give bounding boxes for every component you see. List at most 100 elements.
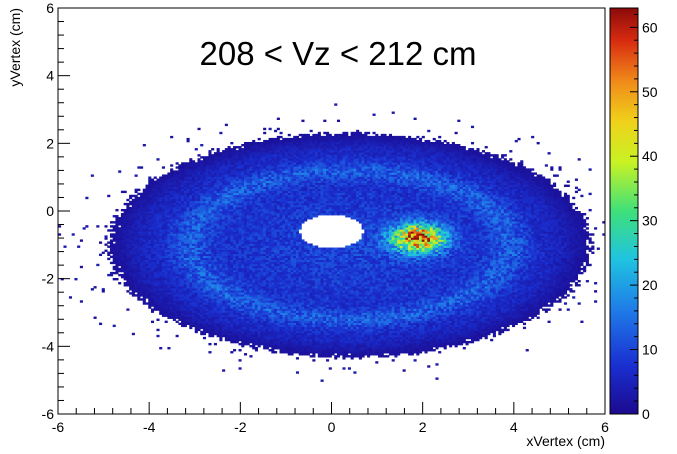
heatmap-cell — [233, 160, 237, 163]
heatmap-cell — [254, 204, 258, 208]
heatmap-cell — [268, 172, 272, 175]
heatmap-cell — [224, 150, 228, 153]
heatmap-cell — [219, 221, 223, 224]
heatmap-cell — [145, 267, 149, 271]
heatmap-cell — [271, 261, 275, 265]
heatmap-cell — [140, 261, 144, 265]
heatmap-cell — [211, 302, 215, 305]
heatmap-cell — [153, 217, 157, 220]
heatmap-cell — [167, 247, 171, 250]
heatmap-cell — [134, 249, 138, 252]
heatmap-cell — [227, 336, 231, 340]
heatmap-cell — [205, 186, 209, 190]
heatmap-cell — [276, 148, 280, 151]
heatmap-cell — [145, 255, 149, 259]
heatmap-cell — [159, 237, 163, 240]
heatmap-cell — [243, 208, 248, 212]
heatmap-cell — [134, 284, 138, 287]
heatmap-cell — [238, 312, 242, 315]
heatmap-cell — [263, 273, 267, 277]
heatmap-cell — [164, 310, 168, 313]
heatmap-cell — [235, 229, 239, 232]
heatmap-cell — [189, 198, 193, 202]
heatmap-cell — [167, 225, 171, 228]
heatmap-cell — [263, 166, 267, 169]
heatmap-cell — [263, 188, 267, 192]
heatmap-cell — [279, 164, 283, 167]
heatmap-cell — [164, 188, 168, 192]
heatmap-cell — [161, 221, 166, 224]
heatmap-cell — [224, 271, 228, 275]
heatmap-cell — [167, 196, 171, 200]
heatmap-cell — [265, 255, 269, 259]
heatmap-cell — [243, 286, 248, 289]
heatmap-cell — [123, 213, 127, 216]
heatmap-cell — [254, 340, 258, 344]
heatmap-cell — [230, 227, 234, 230]
heatmap-cell — [172, 200, 176, 204]
heatmap-cell — [276, 280, 280, 283]
heatmap-cell — [263, 300, 267, 303]
heatmap-cell — [235, 158, 239, 161]
heatmap-cell — [200, 318, 204, 321]
heatmap-cell — [137, 245, 141, 248]
heatmap-cell — [192, 286, 196, 289]
heatmap-cell — [257, 292, 261, 295]
heatmap-cell — [200, 215, 204, 218]
heatmap-cell — [200, 292, 204, 295]
heatmap-cell — [137, 267, 141, 271]
heatmap-cell — [183, 208, 187, 212]
heatmap-cell — [263, 180, 267, 183]
heatmap-cell — [131, 284, 135, 287]
heatmap-cell — [224, 219, 228, 222]
heatmap-cell — [233, 269, 237, 273]
heatmap-cell — [276, 306, 280, 309]
heatmap-cell — [167, 304, 171, 307]
heatmap-cell — [254, 349, 258, 352]
heatmap-cell — [265, 257, 269, 261]
heatmap-cell — [181, 253, 185, 257]
heatmap-cell — [142, 211, 146, 214]
heatmap-cell — [189, 284, 193, 287]
heatmap-cell — [161, 229, 166, 232]
heatmap-cell — [274, 294, 278, 297]
heatmap-cell — [120, 263, 124, 267]
heatmap-cell — [197, 312, 201, 315]
heatmap-cell — [107, 245, 111, 248]
heatmap-cell — [279, 231, 283, 234]
heatmap-cell — [115, 219, 119, 222]
heatmap-cell — [172, 243, 176, 246]
heatmap-cell — [161, 298, 166, 301]
heatmap-cell — [276, 277, 280, 281]
heatmap-cell — [213, 269, 217, 273]
heatmap-cell — [213, 247, 217, 250]
heatmap-cell — [279, 314, 283, 317]
heatmap-cell — [276, 243, 280, 246]
heatmap-cell — [252, 219, 256, 222]
heatmap-cell — [230, 259, 234, 263]
heatmap-cell — [167, 180, 171, 183]
heatmap-cell — [140, 286, 144, 289]
heatmap-cell — [129, 284, 133, 287]
heatmap-cell — [257, 215, 261, 218]
heatmap-cell — [219, 261, 223, 265]
heatmap-cell — [243, 233, 248, 236]
heatmap-cell — [233, 247, 237, 250]
heatmap-cell — [233, 302, 237, 305]
heatmap-cell — [265, 290, 269, 293]
heatmap-cell — [175, 277, 179, 281]
heatmap-cell — [265, 148, 269, 151]
heatmap-cell — [260, 152, 264, 155]
heatmap-cell — [172, 263, 176, 267]
heatmap-cell — [257, 265, 261, 269]
heatmap-cell — [148, 304, 152, 307]
heatmap-cell — [183, 213, 187, 216]
heatmap-cell — [241, 326, 245, 330]
heatmap-cell — [150, 249, 155, 252]
heatmap-cell — [183, 184, 187, 187]
heatmap-cell — [131, 249, 135, 252]
heatmap-cell — [257, 190, 261, 194]
heatmap-cell — [241, 243, 245, 246]
heatmap-cell — [219, 280, 223, 283]
heatmap-cell — [205, 294, 209, 297]
